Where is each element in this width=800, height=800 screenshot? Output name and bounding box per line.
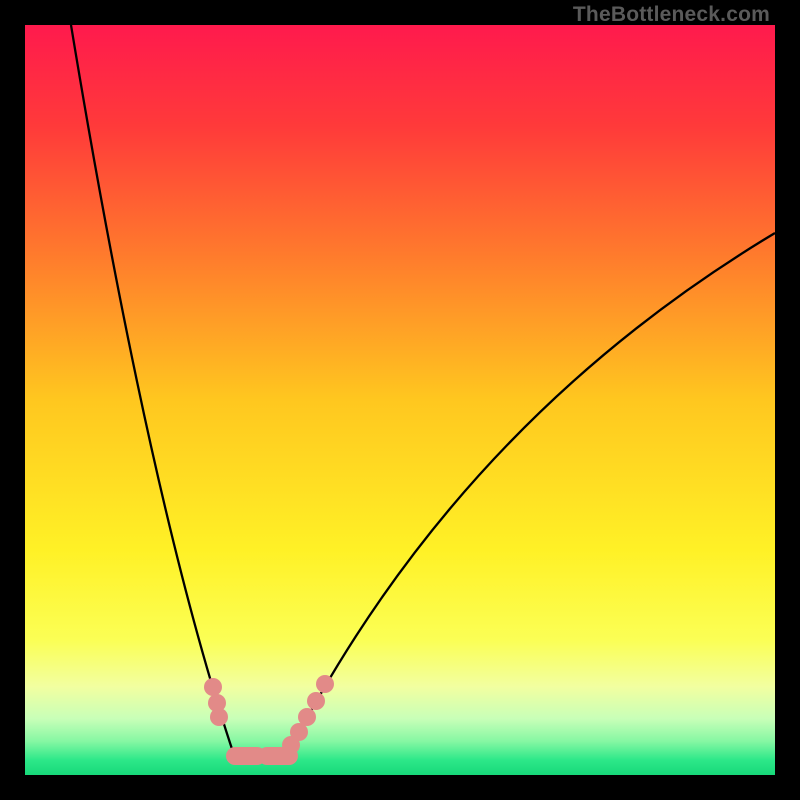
curves-svg bbox=[25, 25, 775, 775]
right-curve bbox=[286, 233, 775, 758]
left-curve bbox=[71, 25, 235, 758]
data-marker bbox=[210, 708, 228, 726]
watermark-text: TheBottleneck.com bbox=[573, 3, 770, 27]
data-marker bbox=[204, 678, 222, 696]
data-marker bbox=[316, 675, 334, 693]
plot-area bbox=[25, 25, 775, 775]
data-marker bbox=[298, 708, 316, 726]
data-marker bbox=[307, 692, 325, 710]
chart-stage: TheBottleneck.com bbox=[0, 0, 800, 800]
